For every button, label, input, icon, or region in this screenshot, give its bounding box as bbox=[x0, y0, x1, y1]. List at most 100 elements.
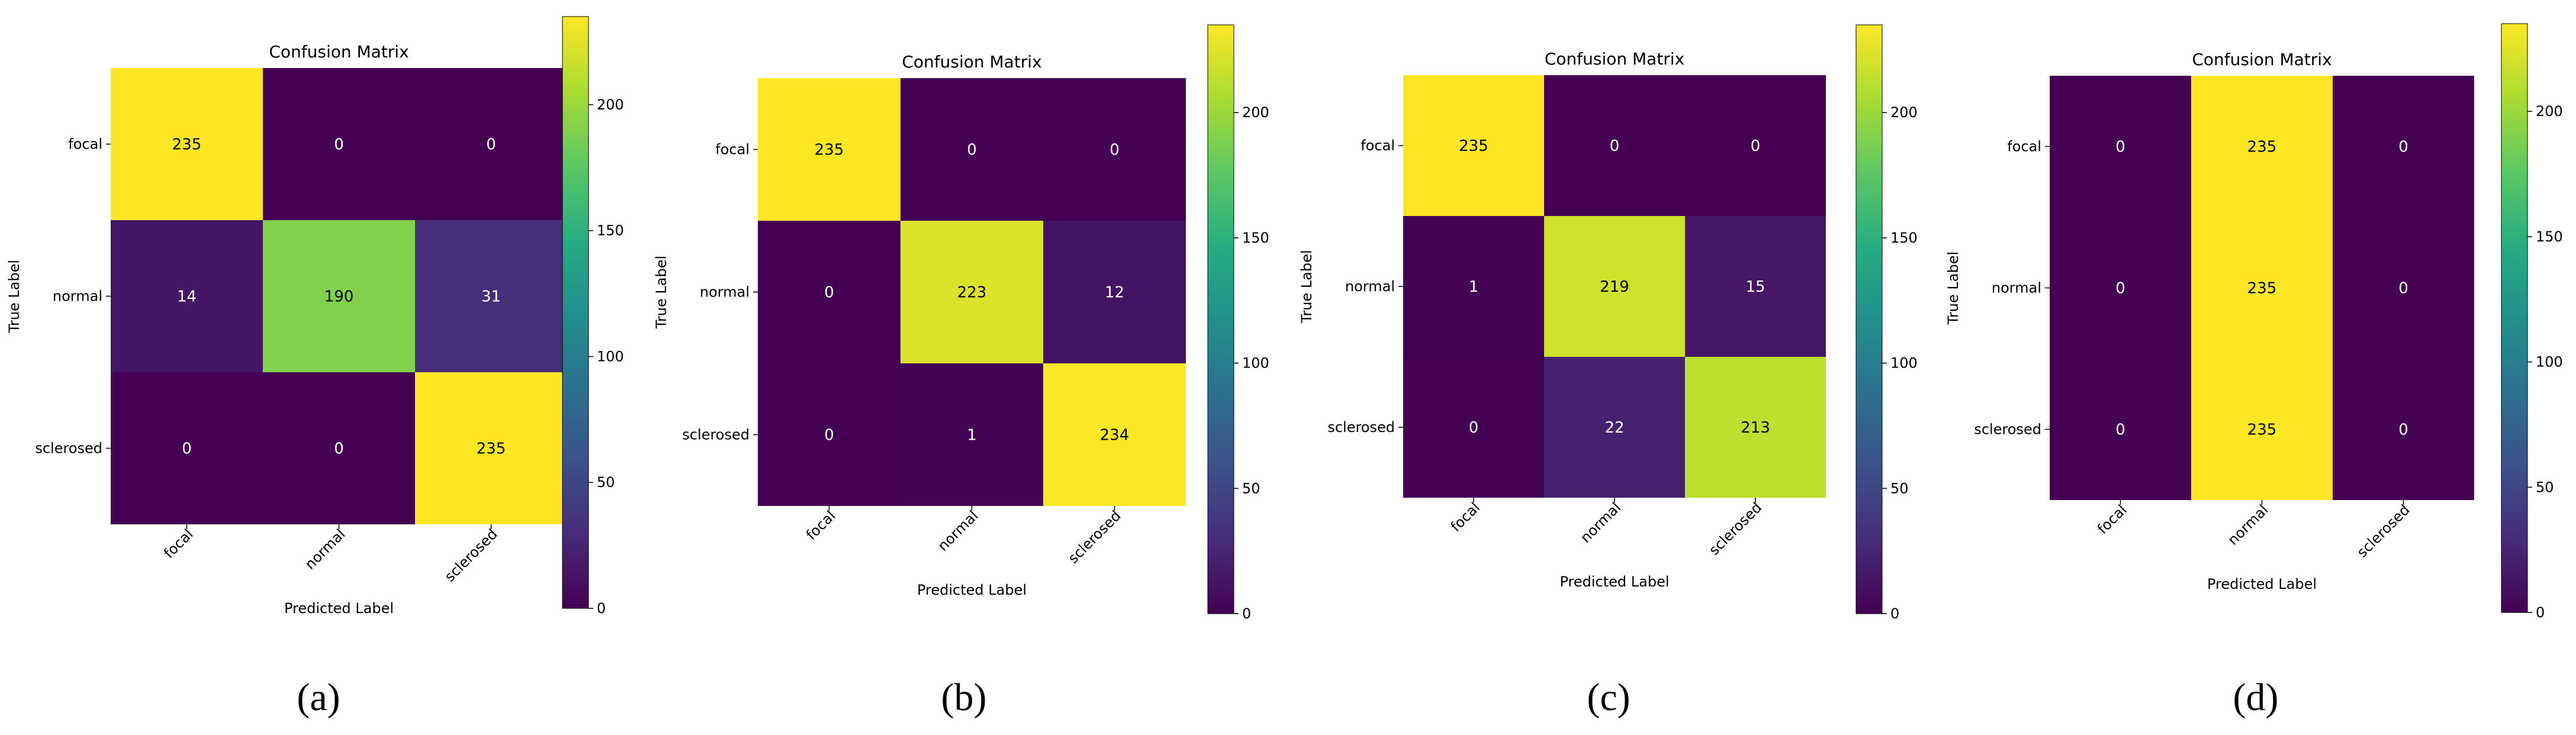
x-axis-label: Predicted Label bbox=[917, 582, 1027, 598]
matrix-cell bbox=[1043, 78, 1186, 221]
colorbar-tick-label: 0 bbox=[1242, 605, 1251, 622]
cell-value: 235 bbox=[477, 440, 506, 458]
chart-title: Confusion Matrix bbox=[1545, 49, 1684, 69]
colorbar bbox=[562, 16, 589, 609]
cell-value: 213 bbox=[1741, 419, 1770, 437]
colorbar-tick-label: 150 bbox=[2536, 228, 2563, 245]
y-tick-label: sclerosed bbox=[35, 440, 102, 457]
panel-label: (a) bbox=[297, 676, 340, 719]
matrix-cell bbox=[1544, 216, 1685, 357]
panel-label: (d) bbox=[2233, 676, 2279, 719]
colorbar-tick-label: 200 bbox=[2536, 103, 2563, 120]
matrix-cell bbox=[2050, 217, 2191, 359]
cell-value: 12 bbox=[1105, 284, 1124, 302]
cell-value: 235 bbox=[2247, 280, 2277, 298]
matrix-cell bbox=[1544, 75, 1685, 216]
colorbar-tick-label: 0 bbox=[597, 600, 606, 617]
x-axis-label: Predicted Label bbox=[284, 600, 394, 617]
x-tick-label: sclerosed bbox=[442, 526, 501, 585]
matrix-cell bbox=[758, 221, 901, 363]
colorbar-tick-label: 150 bbox=[1890, 230, 1918, 246]
cell-value: 223 bbox=[957, 284, 987, 302]
chart-title: Confusion Matrix bbox=[269, 42, 409, 62]
matrix-cell bbox=[901, 221, 1043, 363]
cell-value: 0 bbox=[486, 136, 496, 154]
cell-value: 235 bbox=[2247, 421, 2277, 439]
cell-value: 1 bbox=[1469, 278, 1479, 296]
colorbar bbox=[2501, 23, 2528, 613]
colorbar-tick-label: 150 bbox=[1242, 230, 1269, 246]
matrix-cell bbox=[263, 68, 415, 220]
colorbar-tick-label: 100 bbox=[597, 348, 624, 365]
x-tick-label: normal bbox=[934, 507, 981, 554]
colorbar bbox=[1207, 24, 1234, 614]
x-tick-label: normal bbox=[1577, 499, 1624, 546]
y-tick-label: focal bbox=[68, 136, 102, 153]
confusion-matrix-panel: 0 235 0 0 235 0 0 235 0 Confusion Matrix focal norm… bbox=[1945, 23, 2563, 719]
colorbar-tick-label: 150 bbox=[597, 223, 624, 239]
y-tick-label: focal bbox=[2007, 138, 2041, 155]
colorbar-tick-label: 0 bbox=[2536, 604, 2545, 621]
cell-value: 0 bbox=[334, 440, 344, 458]
matrix-cell bbox=[758, 78, 901, 221]
x-tick-label: focal bbox=[2094, 501, 2130, 537]
matrix-cell bbox=[2333, 76, 2474, 217]
cell-value: 0 bbox=[1109, 141, 1120, 159]
cell-value: 1 bbox=[967, 427, 977, 444]
matrix-cell bbox=[415, 68, 567, 220]
y-tick-label: normal bbox=[1992, 280, 2041, 296]
y-axis-label: True Label bbox=[653, 256, 670, 329]
matrix-cell bbox=[111, 372, 263, 524]
y-tick-label: normal bbox=[700, 284, 750, 301]
cell-value: 0 bbox=[1751, 137, 1761, 155]
matrix-cell bbox=[1043, 221, 1186, 363]
panel-label: (b) bbox=[941, 676, 987, 719]
matrix-cell bbox=[2191, 217, 2333, 359]
colorbar-tick-label: 50 bbox=[597, 474, 615, 491]
cell-value: 0 bbox=[824, 427, 834, 444]
y-tick-label: normal bbox=[53, 288, 102, 305]
matrix-cell bbox=[263, 220, 415, 372]
cell-value: 0 bbox=[2115, 421, 2125, 439]
y-tick-label: sclerosed bbox=[1327, 419, 1395, 436]
x-tick-label: focal bbox=[1448, 499, 1484, 535]
cell-value: 0 bbox=[182, 440, 192, 458]
x-tick-label: normal bbox=[301, 526, 348, 572]
cell-value: 14 bbox=[177, 288, 197, 306]
colorbar bbox=[1855, 24, 1883, 614]
cell-value: 0 bbox=[334, 136, 344, 154]
cell-value: 0 bbox=[2398, 138, 2408, 156]
chart-title: Confusion Matrix bbox=[2192, 50, 2331, 69]
cell-value: 15 bbox=[1745, 278, 1765, 296]
matrix-cell bbox=[1403, 357, 1544, 498]
confusion-matrix-panel: 235 0 0 0 223 12 0 1 234 Confusion Matrix focal nor… bbox=[653, 24, 1269, 719]
matrix-cell bbox=[415, 372, 567, 524]
x-tick-label: focal bbox=[160, 526, 197, 562]
cell-value: 22 bbox=[1604, 419, 1624, 437]
chart-title: Confusion Matrix bbox=[902, 52, 1041, 72]
cell-value: 190 bbox=[324, 288, 354, 306]
cell-value: 235 bbox=[815, 141, 844, 159]
matrix-cell bbox=[1685, 357, 1826, 498]
cell-value: 31 bbox=[481, 288, 501, 306]
y-tick-label: sclerosed bbox=[682, 427, 750, 443]
matrix-cell bbox=[415, 220, 567, 372]
matrix-cell bbox=[758, 363, 901, 506]
x-tick-label: focal bbox=[803, 507, 839, 543]
y-tick-label: sclerosed bbox=[1974, 421, 2041, 438]
matrix-cell bbox=[901, 363, 1043, 506]
cell-value: 235 bbox=[2247, 138, 2277, 156]
colorbar-tick-label: 200 bbox=[1890, 104, 1918, 121]
colorbar-tick-label: 200 bbox=[1242, 104, 1269, 121]
cell-value: 219 bbox=[1600, 278, 1629, 296]
matrix-cell bbox=[1403, 216, 1544, 357]
cell-value: 235 bbox=[1459, 137, 1488, 155]
cell-value: 234 bbox=[1100, 427, 1130, 444]
cell-value: 0 bbox=[1610, 137, 1620, 155]
cell-value: 0 bbox=[1469, 419, 1479, 437]
colorbar-tick-label: 50 bbox=[2536, 479, 2554, 495]
cell-value: 0 bbox=[824, 284, 834, 302]
matrix-cell bbox=[1685, 216, 1826, 357]
